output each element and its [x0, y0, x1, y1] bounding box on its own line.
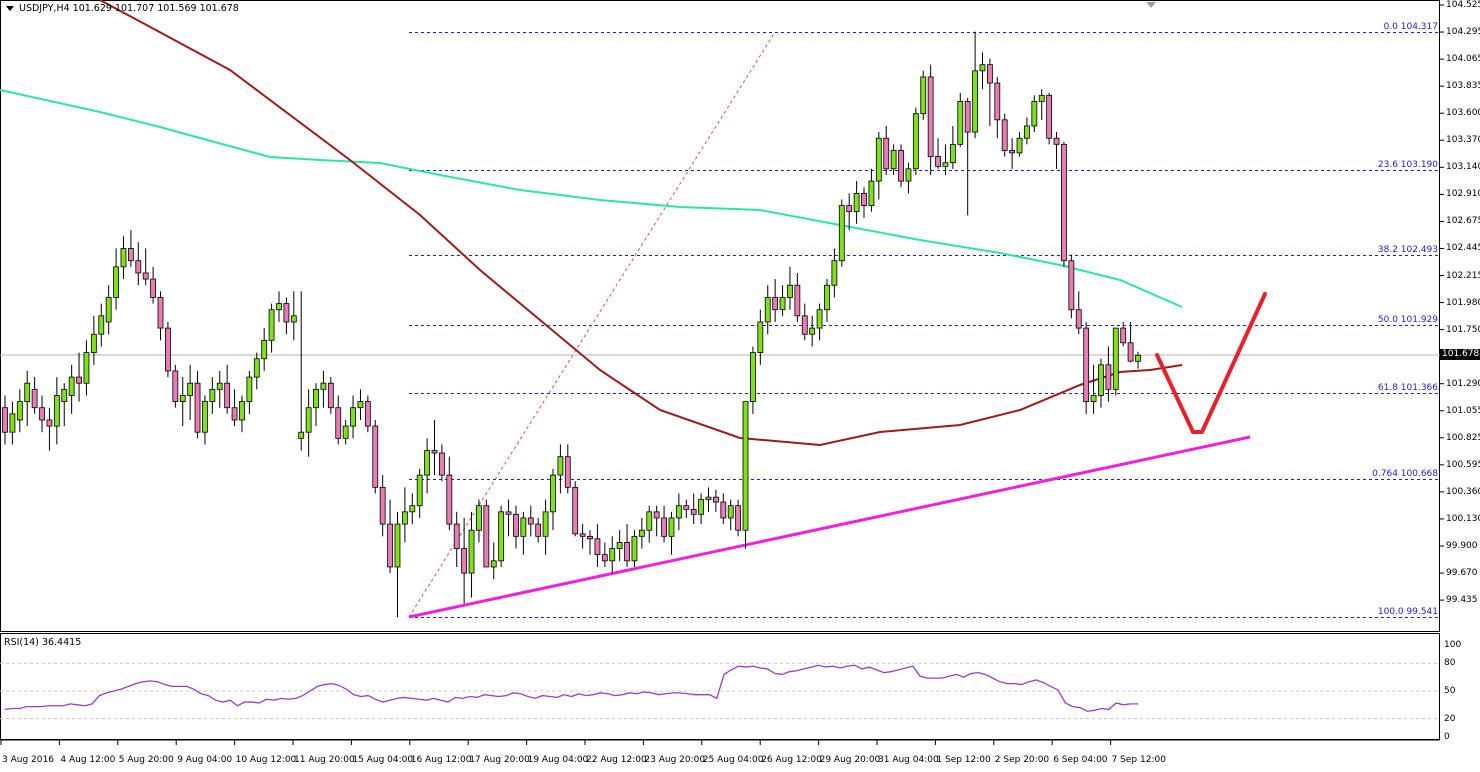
- time-axis-label: 7 Sep 12:00: [1111, 755, 1166, 765]
- time-axis-label: 16 Aug 12:00: [410, 755, 472, 765]
- rsi-axis-label: 0: [1444, 732, 1450, 742]
- symbol-ohlc-text: USDJPY,H4 101.629 101.707 101.569 101.67…: [19, 3, 239, 14]
- time-axis-label: 31 Aug 04:00: [878, 755, 939, 765]
- rising-trendline[interactable]: [408, 435, 1251, 619]
- price-axis-label: 99.670: [1446, 568, 1478, 579]
- price-axis-label: 102.215: [1446, 270, 1480, 281]
- rsi-axis-label: 100: [1444, 640, 1462, 650]
- time-axis-label: 6 Sep 04:00: [1053, 755, 1108, 765]
- time-axis-label: 10 Aug 12:00: [235, 755, 297, 765]
- price-axis-label: 102.445: [1446, 243, 1480, 254]
- fibonacci-label: 0.0 104.317: [1383, 21, 1438, 32]
- price-axis-label: 101.750: [1446, 324, 1480, 335]
- time-axis-label: 3 Aug 2016: [2, 755, 54, 765]
- price-axis-ticks: [1440, 4, 1444, 601]
- price-axis-label: 104.065: [1446, 54, 1480, 65]
- time-axis-label: 4 Aug 12:00: [60, 755, 116, 765]
- chart-title: USDJPY,H4 101.629 101.707 101.569 101.67…: [6, 3, 239, 14]
- fibonacci-label: 0.764 100.668: [1372, 468, 1438, 479]
- fibonacci-label: 23.6 103.190: [1377, 159, 1438, 170]
- main-panel-frame: [0, 0, 1440, 632]
- price-axis-label: 99.900: [1446, 541, 1478, 551]
- price-axis-label: 101.290: [1446, 378, 1480, 389]
- time-axis-label: 23 Aug 20:00: [644, 755, 706, 765]
- time-axis-label: 1 Sep 12:00: [936, 755, 991, 765]
- time-axis-label: 22 Aug 12:00: [586, 755, 647, 765]
- moving-average-slow: [0, 89, 1183, 308]
- price-axis-label: 101.055: [1446, 405, 1480, 416]
- price-axis-label: 103.835: [1446, 81, 1480, 92]
- time-axis-ticks: [0, 740, 1112, 745]
- time-axis-label: 15 Aug 04:00: [352, 755, 414, 765]
- fibonacci-label: 100.0 99.541: [1377, 606, 1438, 617]
- time-axis-label: 29 Aug 20:00: [819, 755, 881, 765]
- price-axis-label: 100.130: [1446, 513, 1480, 524]
- rsi-level-lines: [0, 662, 1440, 720]
- price-axis-label: 100.595: [1446, 459, 1480, 470]
- price-axis-label: 103.140: [1446, 162, 1480, 173]
- time-axis-label: 19 Aug 04:00: [527, 755, 589, 765]
- price-axis-label: 102.910: [1446, 189, 1480, 200]
- fibonacci-label: 38.2 102.493: [1377, 244, 1438, 255]
- price-axis-label: 102.675: [1446, 216, 1480, 227]
- moving-average-fast: [99, 0, 1183, 447]
- dropdown-triangle-icon[interactable]: [6, 6, 14, 11]
- price-axis-label: 99.435: [1446, 595, 1478, 606]
- fibonacci-label: 50.0 101.929: [1377, 314, 1438, 325]
- chart-shift-marker-icon[interactable]: [1146, 2, 1156, 8]
- price-axis-label: 101.980: [1446, 297, 1480, 308]
- time-axis-label: 5 Aug 20:00: [118, 755, 174, 765]
- price-axis-label: 103.600: [1446, 108, 1480, 119]
- rsi-axis-label: 20: [1444, 713, 1456, 724]
- rsi-axis-label: 50: [1444, 686, 1456, 696]
- time-axis-label: 11 Aug 20:00: [294, 755, 355, 765]
- price-axis-label: 103.370: [1446, 135, 1480, 146]
- time-axis-label: 25 Aug 04:00: [702, 755, 764, 765]
- candlesticks: [2, 31, 1141, 618]
- price-axis-label: 100.360: [1446, 486, 1480, 497]
- fibonacci-label: 61.8 101.366: [1377, 382, 1438, 393]
- price-axis-label: 100.825: [1446, 432, 1480, 443]
- time-axis-label: 2 Sep 20:00: [994, 755, 1050, 765]
- projection-v-arrow[interactable]: [1155, 292, 1267, 434]
- time-axis-label: 26 Aug 12:00: [761, 755, 822, 765]
- fibonacci-levels: [409, 32, 1440, 618]
- rsi-line: [4, 664, 1138, 712]
- current-price-tag: 101.678: [1440, 349, 1480, 360]
- price-axis-label: 104.295: [1446, 27, 1480, 38]
- time-axis-label: 17 Aug 20:00: [469, 755, 530, 765]
- fibonacci-diagonal-dashed: [408, 31, 776, 618]
- time-axis-label: 9 Aug 04:00: [177, 755, 233, 765]
- rsi-title: RSI(14) 36.4415: [4, 637, 82, 648]
- price-axis-label: 104.525: [1446, 0, 1480, 10]
- rsi-axis-label: 80: [1444, 658, 1456, 669]
